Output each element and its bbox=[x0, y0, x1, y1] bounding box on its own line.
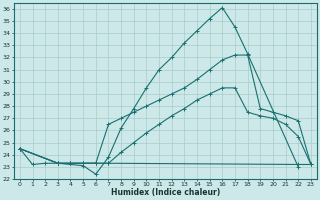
X-axis label: Humidex (Indice chaleur): Humidex (Indice chaleur) bbox=[111, 188, 220, 197]
